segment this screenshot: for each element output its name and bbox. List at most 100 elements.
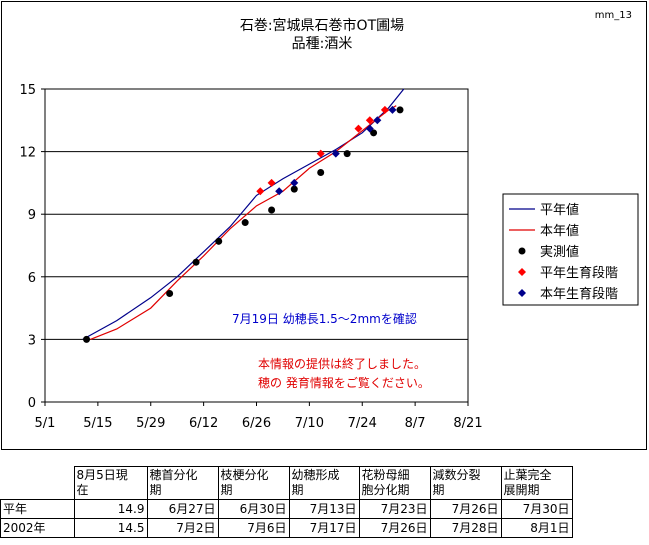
x-tick-label: 7/24 <box>348 416 377 431</box>
table-header: 幼穂形成 期 <box>288 466 360 500</box>
header-line: 幼穂形成 <box>291 468 340 482</box>
table-header: 減数分裂 期 <box>429 466 502 500</box>
x-tick-label: 7/10 <box>295 416 324 431</box>
table-cell: 14.9 <box>73 499 148 519</box>
table-cell: 7月6日 <box>217 518 290 538</box>
table-cell: 7月30日 <box>500 499 573 519</box>
y-tick-label: 6 <box>28 271 36 286</box>
table-cell: 6月30日 <box>217 499 290 519</box>
stage-marker <box>316 149 325 158</box>
legend-swatch <box>518 268 526 276</box>
notice-line-2: 穂の 発育情報をご覧ください。 <box>258 375 430 390</box>
data-point <box>215 237 223 245</box>
stage-marker <box>290 178 299 187</box>
row-label: 平年 <box>0 499 75 519</box>
table-corner <box>0 466 75 500</box>
series-line-0 <box>82 88 405 340</box>
stage-marker <box>365 124 374 133</box>
header-line: 展開期 <box>503 483 540 497</box>
data-point <box>268 206 276 214</box>
x-tick-label: 8/7 <box>405 416 426 431</box>
table-cell: 14.5 <box>73 518 148 538</box>
header-line: 穂首分化 <box>149 468 198 482</box>
data-point <box>290 185 298 193</box>
y-tick-label: 9 <box>28 208 36 223</box>
header-line: 枝梗分化 <box>220 468 269 482</box>
legend-swatch <box>518 289 526 297</box>
table-header-row: 8月5日現 在 穂首分化 期 枝梗分化 期 幼穂形成 期 花粉母細 胞分化期 減… <box>0 466 573 500</box>
y-tick-label: 3 <box>28 333 36 348</box>
data-point <box>166 289 174 297</box>
table-header: 花粉母細 胞分化期 <box>358 466 431 500</box>
header-line: 期 <box>291 483 304 497</box>
legend-label: 平年値 <box>540 202 579 218</box>
table-cell: 7月23日 <box>358 499 431 519</box>
series-line-1 <box>90 105 397 340</box>
table-cell: 7月13日 <box>288 499 360 519</box>
header-line: 花粉母細 <box>361 468 410 482</box>
grid-lines <box>45 151 468 340</box>
legend-label: 本年値 <box>540 223 579 239</box>
series-layer <box>82 88 405 343</box>
table-cell: 7月17日 <box>288 518 360 538</box>
header-line: 期 <box>432 483 445 497</box>
table-cell: 8月1日 <box>500 518 573 538</box>
y-tick-label: 12 <box>19 146 36 161</box>
stage-marker <box>365 116 374 125</box>
x-tick-label: 8/21 <box>453 416 482 431</box>
data-point <box>343 150 351 158</box>
table-cell: 7月26日 <box>429 499 502 519</box>
confirmation-annotation: 7月19日 幼穂長1.5～2mmを確認 <box>232 311 417 326</box>
stage-table: 8月5日現 在 穂首分化 期 枝梗分化 期 幼穂形成 期 花粉母細 胞分化期 減… <box>0 466 573 538</box>
stage-marker <box>275 187 284 196</box>
stage-marker <box>267 178 276 187</box>
y-tick-label: 15 <box>19 83 36 98</box>
x-tick-label: 5/1 <box>35 416 56 431</box>
axis-ticks: 0 3 6 9 12 15 5/1 5/15 5/29 6/12 6/26 7/10 7/24 8/7 8/… <box>19 83 482 431</box>
x-tick-label: 6/26 <box>242 416 271 431</box>
data-point <box>396 106 404 114</box>
table-row: 平年 14.9 6月27日 6月30日 7月13日 7月23日 7月26日 7月… <box>0 499 573 519</box>
x-tick-label: 5/29 <box>136 416 165 431</box>
growth-chart: mm_13 石巻:宮城県石巻市OT圃場 品種:酒米 0 3 6 9 12 15 5/1 5/1… <box>19 10 639 431</box>
table-header: 穂首分化 期 <box>146 466 219 500</box>
stage-marker <box>373 116 382 125</box>
chart-subtitle: 品種:酒米 <box>292 36 353 52</box>
header-line: 減数分裂 <box>432 468 481 482</box>
table-cell: 7月2日 <box>146 518 219 538</box>
chart-frame <box>1 1 647 450</box>
table-cell: 7月26日 <box>358 518 431 538</box>
data-point <box>241 219 249 227</box>
data-point <box>317 168 325 176</box>
notice-line-1: 本情報の提供は終了しました。 <box>258 356 426 371</box>
chart-title: 石巻:宮城県石巻市OT圃場 <box>240 17 404 34</box>
data-point <box>370 129 378 137</box>
row-label: 2002年 <box>0 518 75 538</box>
header-line: 胞分化期 <box>361 483 410 497</box>
table-cell: 7月28日 <box>429 518 502 538</box>
stage-marker <box>354 124 363 133</box>
stage-marker <box>388 105 397 114</box>
data-point <box>83 335 91 343</box>
legend-label: 本年生育段階 <box>540 286 618 302</box>
header-line: 8月5日現 <box>76 468 128 482</box>
legend-swatch <box>518 247 526 255</box>
x-tick-label: 6/12 <box>189 416 218 431</box>
stage-marker <box>380 105 389 114</box>
table-header: 止葉完全 展開期 <box>500 466 573 500</box>
header-line: 期 <box>220 483 233 497</box>
figure-id: mm_13 <box>595 10 632 21</box>
header-line: 期 <box>149 483 162 497</box>
x-tick-label: 5/15 <box>83 416 112 431</box>
plot-area <box>44 88 469 403</box>
data-point <box>192 258 200 266</box>
legend-label: 実測値 <box>540 244 579 260</box>
y-tick-label: 0 <box>28 396 36 411</box>
table-header: 枝梗分化 期 <box>217 466 290 500</box>
stage-marker <box>256 187 265 196</box>
stage-marker <box>331 149 340 158</box>
header-line: 在 <box>76 483 89 497</box>
table-row: 2002年 14.5 7月2日 7月6日 7月17日 7月26日 7月28日 8… <box>0 518 573 538</box>
header-line: 止葉完全 <box>503 468 552 482</box>
